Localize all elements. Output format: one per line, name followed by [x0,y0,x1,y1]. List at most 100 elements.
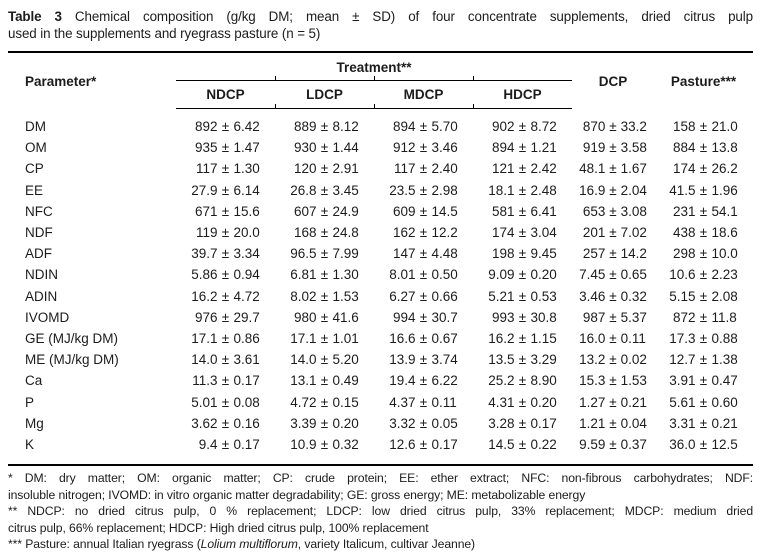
plus-minus-sign: ± [518,140,527,156]
table-row: ADIN 16.2 ±4.72 8.02 ±1.53 6.27 ±0.66 5.21 ±0.53… [8,286,753,307]
table-row: NDIN 5.86 ±0.94 6.81 ±1.30 8.01 ±0.50 9.09 ±0.20… [8,264,753,285]
plus-minus-sign: ± [699,415,708,431]
value-cell: 168 ±24.8 [275,225,374,240]
sd-value: 0.20 [332,415,359,431]
mean-value: 8.01 [389,267,416,283]
sd-value: 0.47 [711,373,738,389]
plus-minus-sign: ± [609,267,617,283]
mean-value: 930 [293,140,317,156]
value-cell: 5.01 ±0.08 [176,395,275,410]
value-cell: 892 ±6.42 [176,119,275,134]
value-cell: 17.1 ±0.86 [176,331,275,346]
col-header-hdcp: HDCP [503,87,542,102]
sd-value: 3.29 [530,352,557,368]
mean-value: 10.9 [290,436,317,452]
value-cell: 976 ±29.7 [176,310,275,325]
plus-minus-sign: ± [419,203,428,219]
plus-minus-sign: ± [221,225,230,241]
value-cell: 158 ±21.0 [654,119,753,134]
value-cell: 5.21 ±0.53 [473,289,572,304]
mean-value: 298 [672,246,696,262]
mean-value: 5.15 [669,288,696,304]
value-cell: 9.59 ±0.37 [572,437,654,452]
mean-value: 231 [672,203,696,219]
value-cell: 17.3 ±0.88 [654,331,753,346]
value-cell: 13.5 ±3.29 [473,352,572,367]
plus-minus-sign: ± [419,415,428,431]
table-row: CP 117 ±1.30 120 ±2.91 117 ±2.40 121 ±2.42 48.1 ±1… [8,158,753,179]
value-cell: 889 ±8.12 [275,119,374,134]
sd-value: 30.8 [530,309,557,325]
mean-value: 9.4 [198,436,218,452]
mean-value: 36.0 [669,436,696,452]
mean-value: 162 [392,225,416,241]
value-cell: 121 ±2.42 [473,161,572,176]
mean-value: 13.1 [290,373,317,389]
sd-value: 2.98 [431,182,458,198]
plus-minus-sign: ± [699,394,708,410]
sd-value: 0.17 [431,436,458,452]
table-bottom-rule [8,464,753,466]
sd-value: 3.08 [620,203,647,219]
value-cell: 3.28 ±0.17 [473,416,572,431]
mean-value: 119 [195,225,218,241]
param-cell: GE (MJ/kg DM) [25,330,118,346]
sd-value: 0.66 [431,288,458,304]
plus-minus-sign: ± [221,373,230,389]
treatment-group-header: Treatment** NDCP LDCP MDCP HDCP [176,53,572,109]
mean-value: 609 [392,203,416,219]
plus-minus-sign: ± [320,373,329,389]
sd-value: 3.74 [431,352,458,368]
mean-value: 16.0 [579,330,606,346]
sd-value: 1.53 [620,373,647,389]
plus-minus-sign: ± [320,288,329,304]
footnote-text: , variety Italicum, cultivar Jeanne) [297,537,476,552]
mean-value: 5.86 [191,267,218,283]
treatment-upper-rule [176,76,572,81]
sd-value: 0.32 [620,288,647,304]
sd-value: 18.6 [711,225,738,241]
value-cell: 14.0 ±5.20 [275,352,374,367]
table-caption: Table 3 Chemical composition (g/kg DM; m… [8,8,753,42]
mean-value: 9.09 [488,267,515,283]
plus-minus-sign: ± [221,267,230,283]
mean-value: 41.5 [669,182,696,198]
plus-minus-sign: ± [609,288,617,304]
table-row: P 5.01 ±0.08 4.72 ±0.15 4.37 ±0.11 4.31 ±0.20 1.2… [8,391,753,412]
sd-value: 0.32 [332,436,359,452]
mean-value: 16.6 [389,330,416,346]
sd-value: 2.42 [530,161,557,177]
mean-value: 3.31 [669,415,696,431]
plus-minus-sign: ± [699,436,708,452]
mean-value: 257 [582,246,606,262]
sd-value: 10.0 [711,246,738,262]
sd-value: 0.94 [233,267,260,283]
plus-minus-sign: ± [699,140,708,156]
mean-value: 48.1 [579,161,606,177]
sd-value: 7.99 [332,246,359,262]
param-cell: CP [25,161,44,177]
plus-minus-sign: ± [699,182,708,198]
mean-value: 935 [194,140,218,156]
sd-value: 0.02 [620,352,647,368]
table-row: DM 892 ±6.42 889 ±8.12 894 ±5.70 902 ±8.72 870 ±33… [8,116,753,137]
sd-value: 1.44 [332,140,359,156]
sd-value: 30.7 [431,309,458,325]
plus-minus-sign: ± [609,309,617,325]
value-cell: 9.09 ±0.20 [473,267,572,282]
mean-value: 13.9 [389,352,416,368]
mean-value: 6.27 [389,288,416,304]
sd-value: 24.8 [332,225,359,241]
plus-minus-sign: ± [609,225,617,241]
mean-value: 5.21 [488,288,515,304]
value-cell: 41.5 ±1.96 [654,183,753,198]
rule-tick [275,104,276,109]
plus-minus-sign: ± [320,309,329,325]
sd-value: 0.53 [530,288,557,304]
caption-line-2: used in the supplements and ryegrass pas… [8,26,321,41]
plus-minus-sign: ± [699,119,708,135]
value-cell: 1.21 ±0.04 [572,416,654,431]
sd-value: 2.48 [530,182,557,198]
mean-value: 23.5 [389,182,416,198]
mean-value: 27.9 [191,182,218,198]
